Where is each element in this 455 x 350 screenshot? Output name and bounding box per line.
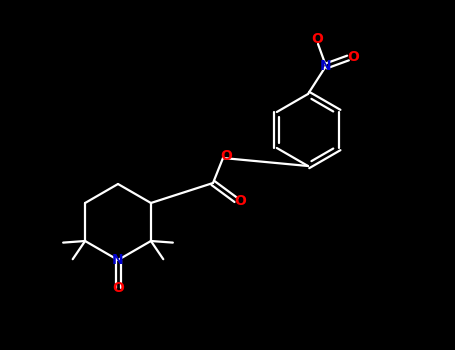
Text: O: O [311, 32, 323, 46]
Text: O: O [220, 149, 232, 163]
Text: O: O [112, 281, 124, 295]
Text: N: N [112, 253, 124, 267]
Text: N: N [320, 59, 332, 73]
Text: O: O [234, 194, 246, 208]
Text: O: O [347, 50, 359, 64]
